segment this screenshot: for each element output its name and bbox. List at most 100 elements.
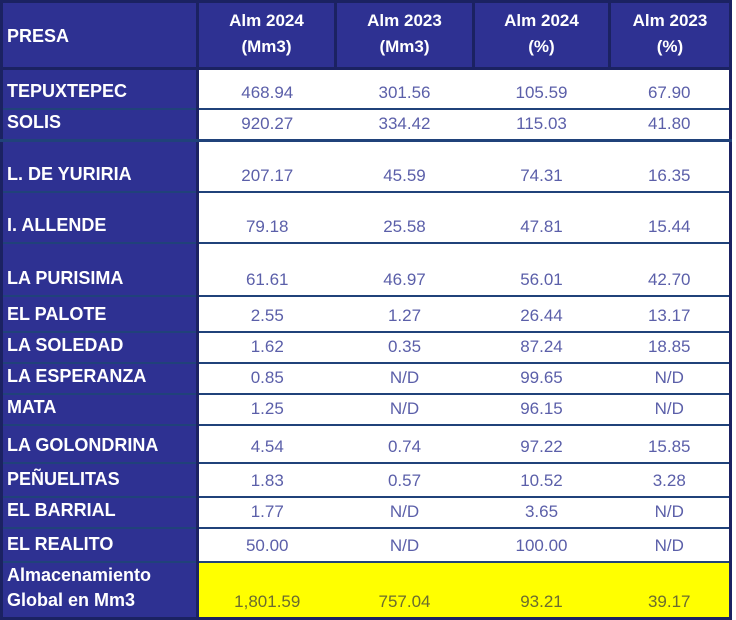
cell-alm2023-pct: 42.70 [609, 243, 731, 297]
row-label: LA PURISIMA [1, 243, 199, 297]
row-label: EL BARRIAL [1, 497, 199, 529]
cell-alm2023-pct: N/D [609, 528, 731, 563]
cell-alm2024-pct: 47.81 [473, 192, 610, 244]
cell-alm2024-mm3: 79.18 [197, 192, 336, 244]
cell-alm2023-mm3: N/D [335, 497, 474, 529]
header-line2: (Mm3) [379, 37, 430, 56]
row-label: SOLIS [1, 108, 199, 142]
table-row-palote: EL PALOTE 2.55 1.27 26.44 13.17 [1, 296, 731, 333]
row-label: TEPUXTEPEC [1, 68, 199, 110]
cell-alm2024-pct: 100.00 [473, 528, 610, 563]
cell-alm2023-mm3: 0.35 [335, 332, 474, 364]
column-header-alm2024-mm3: Alm 2024 (Mm3) [196, 1, 336, 70]
cell-alm2024-pct: 26.44 [473, 296, 610, 333]
cell-alm2024-pct: 10.52 [473, 463, 610, 498]
cell-alm2024-mm3: 1.77 [197, 497, 336, 529]
table-row-esperanza: LA ESPERANZA 0.85 N/D 99.65 N/D [1, 363, 731, 395]
row-label: EL REALITO [1, 528, 199, 563]
total-row-label: Almacenamiento Global en Mm3 [1, 562, 199, 620]
total-alm2023-mm3: 757.04 [335, 562, 474, 620]
cell-alm2023-pct: 41.80 [609, 108, 731, 142]
table-row-golondrina: LA GOLONDRINA 4.54 0.74 97.22 15.85 [1, 425, 731, 464]
header-line1: Alm 2023 [632, 11, 708, 30]
cell-alm2024-pct: 74.31 [473, 140, 610, 193]
cell-alm2024-mm3: 0.85 [197, 363, 336, 395]
column-header-alm2024-pct: Alm 2024 (%) [472, 1, 610, 70]
row-label: MATA [1, 394, 199, 426]
total-alm2023-pct: 39.17 [609, 562, 731, 620]
total-label-line1: Almacenamiento [7, 565, 152, 585]
cell-alm2023-mm3: 25.58 [335, 192, 474, 244]
header-line1: Alm 2023 [367, 11, 442, 30]
cell-alm2023-mm3: 0.57 [335, 463, 474, 498]
cell-alm2024-mm3: 468.94 [197, 68, 336, 110]
cell-alm2024-mm3: 1.62 [197, 332, 336, 364]
cell-alm2023-pct: N/D [609, 363, 731, 395]
cell-alm2024-pct: 97.22 [473, 425, 610, 464]
cell-alm2024-pct: 96.15 [473, 394, 610, 426]
cell-alm2024-mm3: 2.55 [197, 296, 336, 333]
cell-alm2023-pct: 16.35 [609, 140, 731, 193]
cell-alm2023-pct: 3.28 [609, 463, 731, 498]
row-label: EL PALOTE [1, 296, 199, 333]
table-row-solis: SOLIS 920.27 334.42 115.03 41.80 [1, 108, 731, 142]
cell-alm2024-pct: 115.03 [473, 108, 610, 142]
column-header-presa: PRESA [1, 1, 198, 70]
cell-alm2024-mm3: 920.27 [197, 108, 336, 142]
cell-alm2023-pct: 18.85 [609, 332, 731, 364]
table-row-penuelitas: PEÑUELITAS 1.83 0.57 10.52 3.28 [1, 463, 731, 498]
cell-alm2024-pct: 99.65 [473, 363, 610, 395]
cell-alm2023-mm3: 301.56 [335, 68, 474, 110]
cell-alm2024-mm3: 61.61 [197, 243, 336, 297]
table-row-tepuxtepec: TEPUXTEPEC 468.94 301.56 105.59 67.90 [1, 68, 731, 110]
header-line2: (%) [528, 37, 555, 56]
row-label: L. DE YURIRIA [1, 140, 199, 193]
column-header-alm2023-mm3: Alm 2023 (Mm3) [334, 1, 474, 70]
header-line1: Alm 2024 [504, 11, 579, 30]
cell-alm2024-mm3: 207.17 [197, 140, 336, 193]
cell-alm2024-pct: 56.01 [473, 243, 610, 297]
cell-alm2024-mm3: 1.83 [197, 463, 336, 498]
column-header-alm2023-pct: Alm 2023 (%) [608, 1, 731, 70]
cell-alm2024-pct: 3.65 [473, 497, 610, 529]
cell-alm2023-pct: 13.17 [609, 296, 731, 333]
total-alm2024-pct: 93.21 [473, 562, 610, 620]
table-row-allende: I. ALLENDE 79.18 25.58 47.81 15.44 [1, 192, 731, 244]
header-row: PRESA Alm 2024 (Mm3) Alm 2023 (Mm3) Alm … [1, 1, 731, 70]
cell-alm2024-pct: 105.59 [473, 68, 610, 110]
cell-alm2024-pct: 87.24 [473, 332, 610, 364]
table-row-yuriria: L. DE YURIRIA 207.17 45.59 74.31 16.35 [1, 140, 731, 193]
table-row-realito: EL REALITO 50.00 N/D 100.00 N/D [1, 528, 731, 563]
header-line2: (Mm3) [241, 37, 292, 56]
cell-alm2023-mm3: 334.42 [335, 108, 474, 142]
cell-alm2023-mm3: 45.59 [335, 140, 474, 193]
table-row-purisima: LA PURISIMA 61.61 46.97 56.01 42.70 [1, 243, 731, 297]
row-label: LA ESPERANZA [1, 363, 199, 395]
table-row-barrial: EL BARRIAL 1.77 N/D 3.65 N/D [1, 497, 731, 529]
cell-alm2024-mm3: 4.54 [197, 425, 336, 464]
table-row-global-total: Almacenamiento Global en Mm3 1,801.59 75… [1, 562, 731, 620]
cell-alm2023-pct: N/D [609, 497, 731, 529]
cell-alm2023-mm3: N/D [335, 528, 474, 563]
row-label: PEÑUELITAS [1, 463, 199, 498]
total-alm2024-mm3: 1,801.59 [197, 562, 336, 620]
total-label-line2: Global en Mm3 [7, 590, 136, 610]
cell-alm2023-mm3: 0.74 [335, 425, 474, 464]
row-label: I. ALLENDE [1, 192, 199, 244]
header-line1: Alm 2024 [229, 11, 304, 30]
cell-alm2023-mm3: N/D [335, 363, 474, 395]
cell-alm2023-pct: 15.85 [609, 425, 731, 464]
table-row-soledad: LA SOLEDAD 1.62 0.35 87.24 18.85 [1, 332, 731, 364]
cell-alm2023-pct: 15.44 [609, 192, 731, 244]
cell-alm2024-mm3: 1.25 [197, 394, 336, 426]
cell-alm2024-mm3: 50.00 [197, 528, 336, 563]
cell-alm2023-pct: 67.90 [609, 68, 731, 110]
table-row-mata: MATA 1.25 N/D 96.15 N/D [1, 394, 731, 426]
row-label: LA GOLONDRINA [1, 425, 199, 464]
cell-alm2023-mm3: 46.97 [335, 243, 474, 297]
cell-alm2023-mm3: N/D [335, 394, 474, 426]
cell-alm2023-mm3: 1.27 [335, 296, 474, 333]
row-label: LA SOLEDAD [1, 332, 199, 364]
header-line2: (%) [656, 37, 684, 56]
